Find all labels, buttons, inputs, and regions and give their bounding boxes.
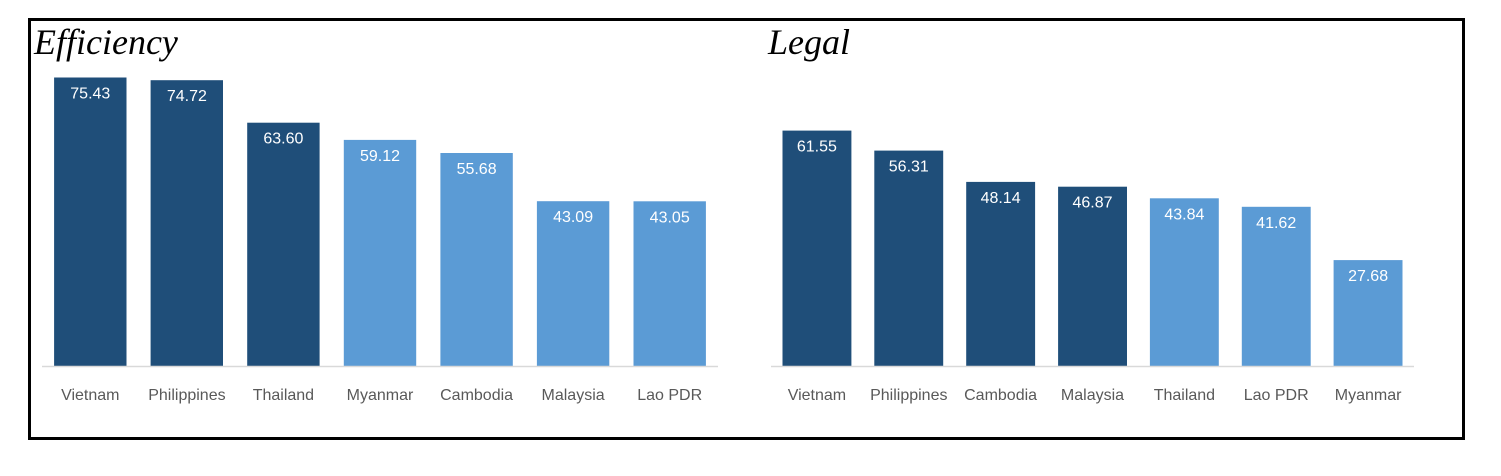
legal-category-label: Vietnam: [788, 387, 846, 404]
legal-value-label: 41.62: [1256, 215, 1296, 232]
efficiency-category-label: Cambodia: [440, 387, 513, 404]
efficiency-chart-title: Efficiency: [34, 22, 178, 62]
legal-value-label: 48.14: [981, 190, 1021, 207]
efficiency-category-label: Malaysia: [542, 387, 605, 404]
legal-category-label: Lao PDR: [1244, 387, 1309, 404]
efficiency-bar: [247, 122, 320, 366]
legal-category-label: Malaysia: [1061, 387, 1124, 404]
legal-value-label: 43.84: [1164, 206, 1204, 223]
efficiency-value-label: 75.43: [70, 86, 110, 103]
efficiency-value-label: 43.09: [553, 209, 593, 226]
efficiency-bar: [150, 80, 223, 366]
efficiency-bar: [343, 139, 417, 366]
efficiency-value-label: 59.12: [360, 148, 400, 165]
efficiency-chart: 75.43 Vietnam 74.72 Philippines 63.60 Thailan…: [42, 77, 718, 404]
legal-bar: [1058, 186, 1127, 366]
legal-category-label: Thailand: [1154, 387, 1215, 404]
efficiency-bar: [633, 201, 706, 366]
legal-bar: [874, 150, 944, 366]
legal-chart: 61.55 Vietnam 56.31 Philippines 48.14 Cambodi…: [771, 130, 1414, 404]
legal-category-label: Cambodia: [964, 387, 1037, 404]
efficiency-category-label: Philippines: [148, 387, 225, 404]
legal-bar: [1241, 206, 1311, 366]
legal-bar: [1333, 260, 1403, 366]
efficiency-value-label: 74.72: [167, 88, 207, 105]
legal-value-label: 46.87: [1072, 195, 1112, 212]
efficiency-bar: [536, 201, 610, 366]
efficiency-bar: [440, 153, 513, 366]
efficiency-category-label: Myanmar: [347, 387, 414, 404]
legal-value-label: 61.55: [797, 139, 837, 156]
legal-value-label: 56.31: [889, 159, 929, 176]
efficiency-value-label: 43.05: [650, 209, 690, 226]
legal-category-label: Myanmar: [1335, 387, 1402, 404]
legal-category-label: Philippines: [870, 387, 947, 404]
efficiency-value-label: 55.68: [457, 161, 497, 178]
legal-bar: [966, 181, 1036, 366]
efficiency-bar: [54, 77, 127, 366]
efficiency-category-label: Vietnam: [61, 387, 119, 404]
efficiency-category-label: Thailand: [253, 387, 314, 404]
legal-chart-title: Legal: [768, 22, 851, 62]
legal-value-label: 27.68: [1348, 268, 1388, 285]
legal-bar: [1149, 198, 1219, 366]
efficiency-category-label: Lao PDR: [637, 387, 702, 404]
efficiency-value-label: 63.60: [263, 131, 303, 148]
legal-bar: [782, 130, 852, 366]
